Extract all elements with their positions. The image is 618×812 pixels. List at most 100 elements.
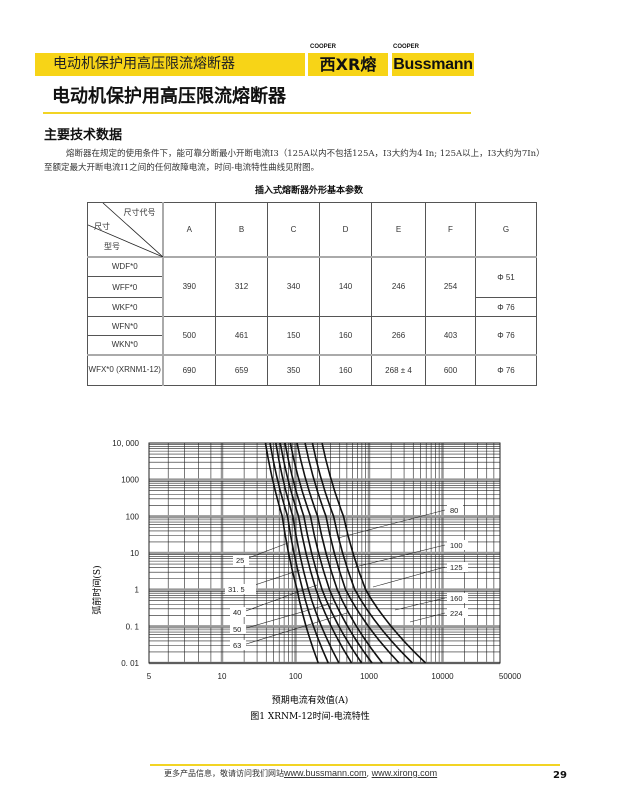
table-row: WFF*0: [87, 276, 537, 298]
value-cell: Φ 76: [475, 354, 537, 386]
plot-frame: [148, 442, 501, 664]
table-caption: 插入式熔断器外形基本参数: [254, 186, 363, 196]
value-cell: 140: [319, 256, 372, 317]
x-axis-label: 预期电流有效值(A): [272, 694, 349, 706]
y-tick-label: 10, 000: [112, 439, 139, 448]
leader-line: [337, 509, 446, 539]
series-label: 80: [450, 506, 458, 515]
series-label: 50: [233, 625, 241, 634]
bussmann-link[interactable]: www.bussmann.com: [284, 768, 367, 778]
series-label: 125: [450, 563, 463, 572]
x-tick-label: 100: [289, 672, 303, 681]
footer-divider: [150, 764, 560, 766]
model-cell: WFX*0 (XRNM1-12): [87, 354, 164, 386]
label-bg: [447, 540, 468, 550]
label-bg: [233, 555, 249, 565]
y-tick-label: 0. 1: [126, 622, 140, 631]
label-bg: [447, 505, 463, 515]
corner-bottom: 型号: [104, 242, 120, 251]
value-cell: 266: [371, 316, 426, 355]
value-cell: 268 ± 4: [371, 354, 426, 386]
footer-label: 更多产品信息，敬请访问我们网站: [164, 769, 284, 778]
label-bg: [447, 608, 468, 618]
x-tick-label: 10: [218, 672, 227, 681]
value-cell: 340: [267, 256, 320, 317]
series-label: 100: [450, 541, 463, 550]
xirong-link[interactable]: www.xirong.com: [371, 768, 438, 778]
curve-63: [284, 442, 363, 664]
curve-40: [275, 442, 340, 664]
value-cell: 254: [425, 256, 476, 317]
divider: [43, 112, 471, 114]
table-row: WKF*0 Φ 76: [87, 297, 537, 317]
bussmann-logo: Bussmann: [392, 53, 474, 76]
cooper-brand: COOPER: [393, 44, 420, 50]
value-cell: 600: [425, 354, 476, 386]
y-axis-label: 弧前时间(S): [91, 565, 103, 614]
y-tick-label: 10: [130, 549, 139, 558]
curve-25: [264, 442, 320, 664]
x-tick-label: 50000: [499, 672, 522, 681]
curve-50: [279, 442, 353, 664]
curve-315: [269, 442, 329, 664]
value-cell: 350: [267, 354, 320, 386]
value-cell: 500: [162, 316, 216, 355]
figure-caption: 图1 XRNM-12时间-电流特性: [250, 710, 369, 722]
leader-line: [372, 566, 446, 588]
cooper-brand: COOPER: [310, 44, 337, 50]
section-heading: 主要技术数据: [44, 128, 123, 143]
x-tick-label: 1000: [360, 672, 378, 681]
page-number: 29: [553, 770, 567, 781]
label-bg: [230, 607, 246, 617]
corner-top: 尺寸代号: [123, 208, 156, 217]
col-header: A: [162, 202, 216, 257]
corner-mid: 尺寸: [94, 222, 110, 231]
x-tick-label: 10000: [431, 672, 454, 681]
model-cell: WFF*0: [87, 276, 164, 298]
xirong-logo: 西XR熔: [308, 53, 388, 76]
value-cell: 690: [162, 354, 216, 386]
label-bg: [230, 624, 246, 634]
value-cell: 461: [215, 316, 268, 355]
label-bg: [230, 640, 246, 650]
curve-100: [296, 442, 383, 664]
col-header: C: [267, 202, 320, 257]
paragraph-line: 熔断器在规定的使用条件下，能可靠分断最小开断电流I3（125A以内不包括125A…: [66, 149, 545, 159]
label-bg: [225, 584, 256, 594]
leader-line: [409, 612, 446, 623]
y-tick-label: 0. 01: [121, 659, 139, 668]
series-label: 25: [236, 556, 244, 565]
value-cell: Φ 51: [475, 256, 537, 298]
y-tick-label: 100: [126, 512, 140, 521]
paragraph-line: 至额定最大开断电流I1之间的任何故障电流，时间-电流特性曲线见附图。: [44, 163, 320, 173]
x-tick-label: 5: [147, 672, 152, 681]
page-title: 电动机保护用高压限流熔断器: [52, 86, 286, 107]
table-row: WFN*0 500 461 150 160 266 403 Φ 76: [87, 316, 537, 355]
series-label: 40: [233, 608, 241, 617]
leader-line: [242, 584, 318, 613]
label-bg: [447, 562, 468, 572]
curve-80: [289, 442, 373, 664]
col-header: B: [215, 202, 268, 257]
table-row: WFX*0 (XRNM1-12) 690 659 350 160 268 ± 4…: [87, 354, 537, 386]
y-tick-label: 1: [135, 586, 140, 595]
leader-line: [394, 597, 446, 611]
separator: ,: [366, 769, 372, 778]
header-bar-title: 电动机保护用高压限流熔断器: [35, 53, 305, 76]
label-bg: [447, 593, 468, 603]
leader-line: [354, 544, 446, 568]
footer-text: 更多产品信息，敬请访问我们网站www.bussmann.com, www.xir…: [164, 768, 437, 779]
col-header: G: [475, 202, 537, 257]
table-row: WDF*0 390 312 340 140 246 254 Φ 51: [87, 256, 537, 317]
y-tick-label: 1000: [121, 476, 139, 485]
series-label: 160: [450, 594, 463, 603]
leader-line: [242, 612, 348, 646]
value-cell: 160: [319, 354, 372, 386]
series-label: 31. 5: [228, 585, 245, 594]
curve-224: [321, 442, 427, 664]
curve-160: [311, 442, 414, 664]
dimensions-table: 尺寸代号 尺寸 型号 A B C D E F G WDF*0 390 312 3…: [87, 202, 537, 386]
leader-line: [242, 542, 289, 561]
curve-125: [304, 442, 400, 664]
